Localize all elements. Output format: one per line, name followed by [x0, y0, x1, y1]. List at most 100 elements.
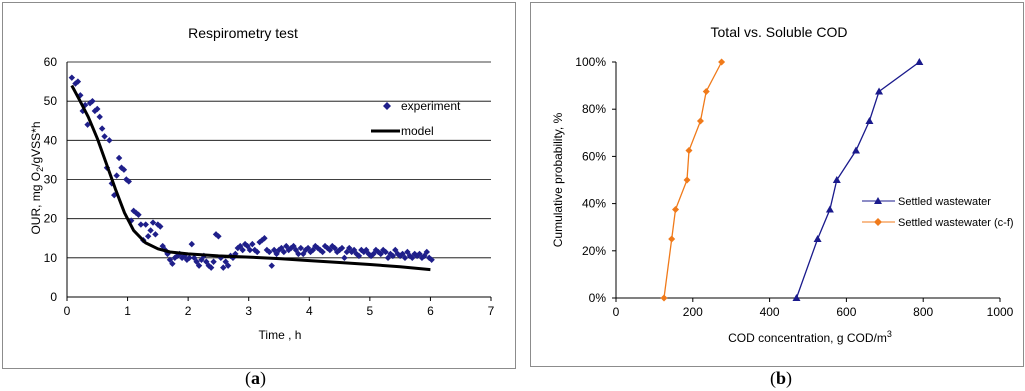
chart-a-experiment-point: [263, 246, 271, 254]
chart-b-y-tick-label: 60%: [582, 149, 606, 163]
chart-a-experiment-point: [94, 105, 101, 113]
chart-a-experiment-point: [74, 78, 82, 85]
chart-b-settled-point: [813, 235, 822, 242]
chart-b-settled-point: [825, 205, 834, 213]
chart-b-cf-point: [685, 147, 693, 154]
chart-b-legend-cf-marker: [874, 218, 882, 226]
chart-b-x-tick-label: 400: [760, 305, 780, 319]
chart-a-experiment-point: [280, 248, 288, 256]
chart-a-y-tick-label: 30: [44, 173, 58, 187]
chart-b-settled-point: [852, 146, 860, 154]
chart-a-x-tick-label: 6: [427, 304, 434, 318]
chart-a-legend-experiment-marker: [383, 102, 391, 110]
chart-a-experiment-point: [319, 248, 326, 256]
chart-a-experiment-point: [186, 254, 193, 262]
chart-a-experiment-point: [111, 191, 118, 199]
chart-a-experiment-point: [275, 246, 283, 254]
chart-a-experiment-point: [91, 107, 99, 115]
chart-a-experiment-point: [224, 262, 232, 269]
chart-a-experiment-point: [77, 92, 84, 99]
chart-a-experiment-point: [125, 178, 132, 185]
chart-b-y-tick-label: 80%: [582, 102, 606, 116]
chart-a-experiment-point: [382, 248, 389, 256]
chart-a-ylabel-subscript: 2: [35, 167, 45, 172]
panel-b-frame: [530, 2, 1024, 367]
chart-a-x-tick-label: 3: [245, 304, 252, 318]
chart-b-y-tick-label: 0%: [589, 291, 607, 305]
chart-a-y-tick-label: 60: [44, 55, 58, 69]
chart-a-experiment-point: [130, 207, 137, 215]
chart-a-experiment-point: [195, 262, 203, 269]
chart-b-y-tick-label: 40%: [582, 197, 606, 211]
chart-a-experiment-point: [113, 172, 120, 179]
chart-a-experiment-point: [215, 233, 222, 240]
chart-a-experiment-point: [261, 235, 268, 242]
chart-b-settled-point: [792, 294, 801, 301]
chart-a-experiment-point: [338, 244, 346, 252]
chart-a-experiment-point: [144, 233, 152, 240]
chart-a-experiment-point: [152, 231, 159, 238]
chart-a-experiment-point: [123, 176, 130, 183]
chart-b-settled-point: [865, 117, 874, 124]
chart-b-title: Total vs. Soluble COD: [711, 24, 848, 40]
chart-b-cf-line: [663, 61, 723, 299]
chart-a-experiment-point: [188, 240, 195, 248]
chart-a-model-line: [70, 84, 431, 272]
chart-a-experiment-point: [101, 133, 108, 140]
chart-b-y-axis-label: Cumulative probability, %: [551, 112, 565, 247]
chart-a-y-tick-label: 0: [50, 290, 57, 304]
chart-a-x-tick-label: 7: [488, 304, 495, 318]
chart-a-experiment-point: [142, 221, 149, 228]
chart-a-y-tick-label: 10: [44, 251, 58, 265]
chart-a-experiment-point: [239, 246, 246, 254]
chart-b-x-tick-label: 200: [683, 305, 703, 319]
chart-a-y-tick-label: 50: [44, 94, 58, 108]
chart-b-x-axis-label: COD concentration, g COD/m3: [728, 329, 892, 345]
chart-b-cf-point: [683, 176, 691, 184]
panel-a-frame: [2, 2, 516, 369]
chart-a-experiment-point: [234, 244, 242, 252]
chart-b-x-tick-label: 600: [836, 305, 856, 319]
chart-a-experiment-point: [171, 254, 179, 262]
chart-b-settled-point: [875, 87, 884, 95]
chart-a-title: Respirometry test: [188, 25, 298, 41]
chart-a-experiment-point: [96, 113, 103, 121]
chart-b-x-tick-label: 800: [913, 305, 933, 319]
chart-a-x-tick-label: 1: [124, 304, 131, 318]
chart-a-experiment-point: [84, 121, 91, 128]
chart-a-y-tick-label: 20: [44, 212, 58, 226]
chart-a-experiment-point: [355, 252, 363, 260]
chart-b-x-tick-label: 0: [613, 305, 620, 319]
chart-a-experiment-point: [292, 246, 300, 254]
chart-a-experiment-point: [389, 252, 397, 260]
chart-b-legend-settled-marker: [874, 197, 882, 204]
chart-a-x-tick-label: 2: [185, 304, 192, 318]
chart-a-x-tick-label: 5: [367, 304, 374, 318]
chart-b-cf-point: [668, 235, 676, 243]
caption-a: (a): [245, 368, 266, 388]
chart-a-experiment-point: [89, 97, 96, 105]
chart-b-settled-point: [915, 58, 924, 65]
chart-a-experiment-point: [372, 246, 380, 254]
chart-a-experiment-point: [423, 248, 430, 256]
chart-a-experiment-point: [106, 137, 113, 144]
chart-a-y-tick-label: 40: [44, 133, 58, 147]
chart-a-experiment-point: [137, 221, 145, 228]
chart-a-experiment-point: [157, 223, 164, 230]
chart-a-experiment-point: [295, 250, 302, 258]
chart-a-experiment-point: [251, 246, 258, 254]
chart-a-experiment-point: [266, 248, 273, 256]
chart-a-experiment-point: [249, 240, 256, 248]
chart-a-y-axis-label: OUR, mg O2/gVSS*h: [29, 121, 45, 234]
chart-b-xlabel-part1: COD concentration, g COD/m: [728, 331, 887, 345]
chart-a-experiment-point: [120, 166, 128, 173]
chart-a-experiment-point: [118, 164, 125, 171]
chart-a-experiment-point: [297, 244, 305, 252]
chart-a-x-axis-label: Time , h: [259, 328, 302, 342]
chart-b-y-tick-label: 100%: [575, 55, 606, 69]
chart-a-legend-experiment-label: experiment: [401, 99, 461, 113]
chart-a-experiment-point: [115, 154, 123, 162]
chart-a-experiment-point: [302, 246, 309, 254]
caption-b: (b): [770, 368, 793, 388]
